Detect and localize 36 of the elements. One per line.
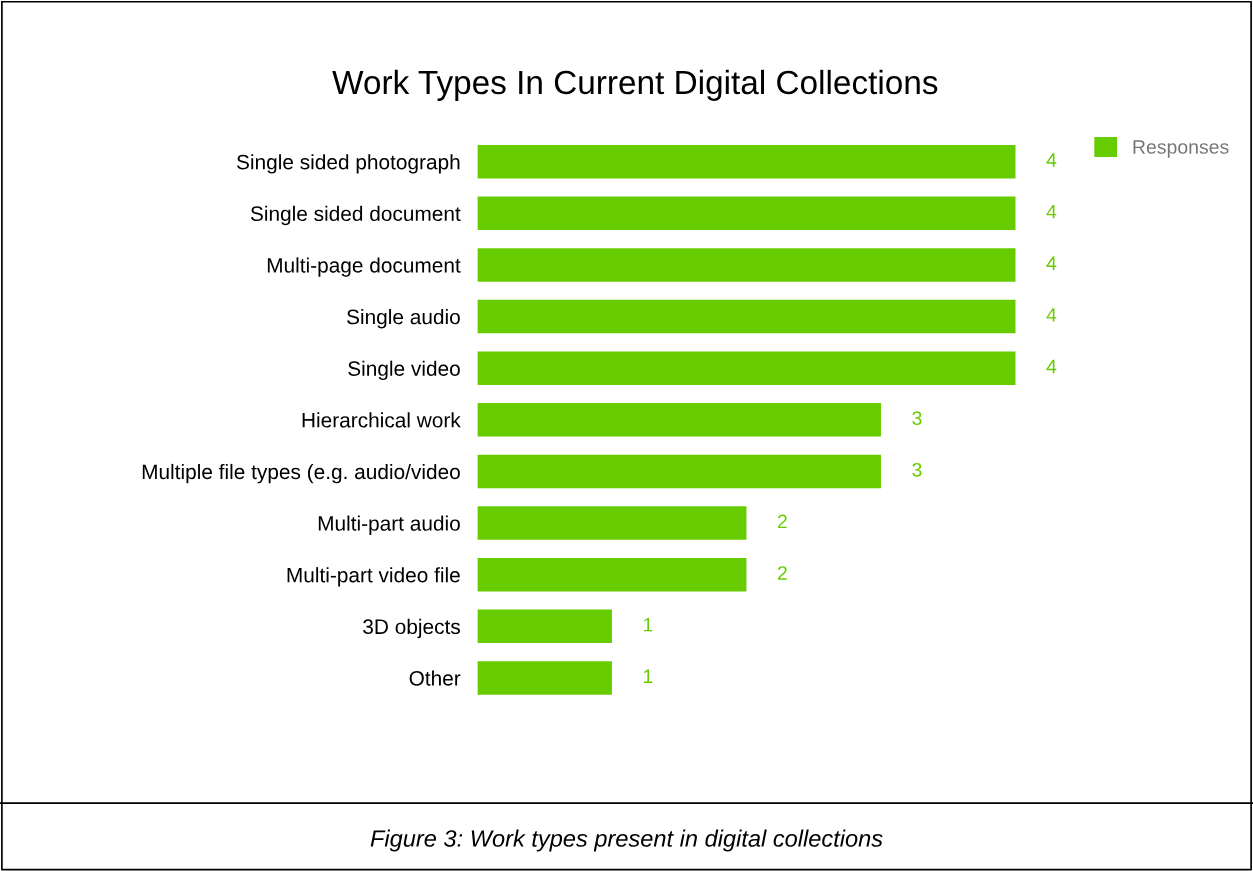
data-label: 1 — [643, 617, 653, 632]
y-tick-label: Single video — [348, 360, 460, 381]
bar — [477, 609, 612, 644]
bar — [477, 144, 1016, 179]
data-label: 2 — [777, 514, 787, 529]
data-label: 4 — [1046, 204, 1057, 219]
chart-title: Work Types In Current Digital Collections — [332, 69, 938, 101]
data-label: 3 — [912, 411, 922, 426]
data-label: 4 — [1046, 308, 1057, 322]
bar — [477, 196, 1016, 231]
y-tick-label: Multi-part video file — [287, 567, 460, 587]
data-label: 4 — [1046, 153, 1057, 167]
y-tick-label: Single sided photograph — [236, 154, 460, 174]
data-label: 3 — [912, 462, 922, 477]
y-tick-label: Single sided document — [250, 205, 461, 226]
bar — [477, 351, 1016, 385]
y-tick-label: Multiple file types (e.g. audio/video — [142, 463, 460, 484]
bar — [477, 557, 747, 592]
legend-label: Responses — [1133, 140, 1229, 158]
bar — [477, 248, 1016, 282]
bar — [477, 299, 1016, 334]
y-tick-label: Hierarchical work — [302, 412, 461, 428]
data-label: 4 — [1046, 256, 1057, 270]
y-tick-label: Multi-page document — [267, 257, 461, 277]
bar — [477, 403, 881, 437]
y-tick-label: Single audio — [347, 309, 460, 329]
bar — [477, 454, 881, 489]
y-tick-label: Multi-part audio — [318, 515, 460, 535]
bar — [477, 506, 747, 540]
caption: Figure 3: Work types present in digital collections — [370, 829, 883, 852]
data-label: 1 — [643, 669, 653, 683]
data-label: 4 — [1046, 359, 1057, 374]
data-label: 2 — [777, 566, 787, 580]
y-tick-label: Other — [409, 670, 461, 686]
y-tick-label: 3D objects — [363, 618, 460, 639]
bar — [477, 661, 612, 695]
